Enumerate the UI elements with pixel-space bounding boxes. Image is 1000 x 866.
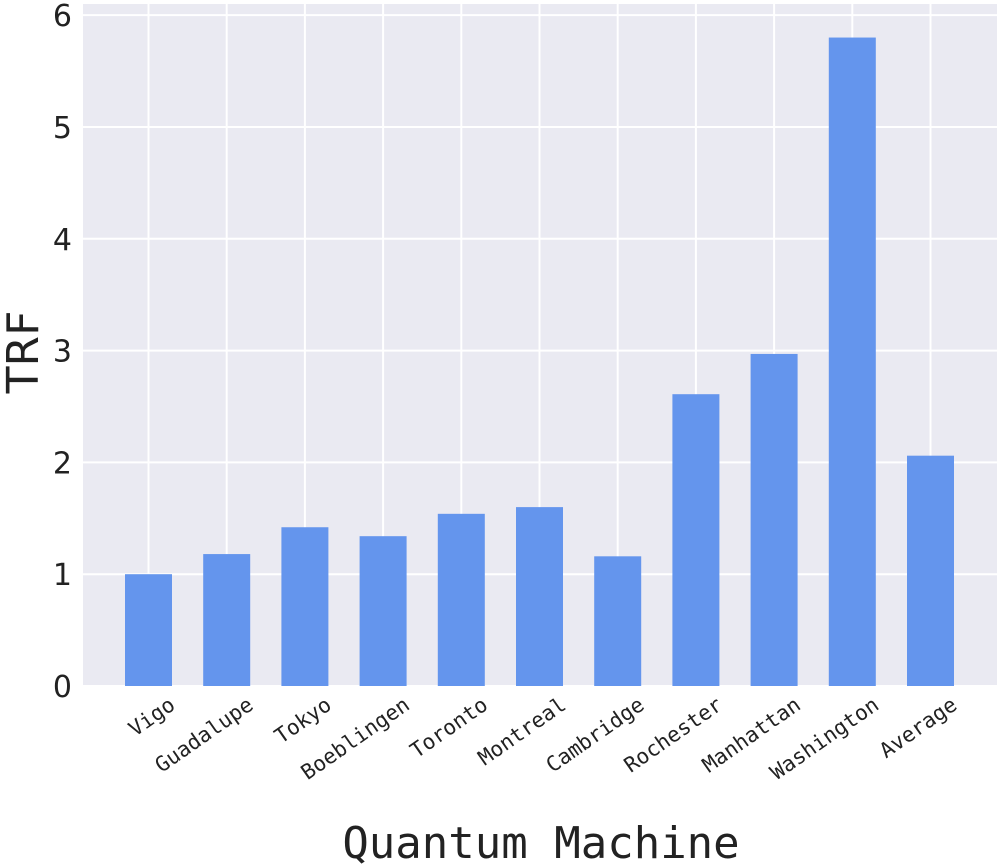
bar-guadalupe [203, 554, 251, 686]
bar-montreal [516, 507, 563, 686]
bar-average [907, 455, 954, 686]
y-tick-label: 5 [53, 111, 72, 146]
y-axis-title: TRF [0, 311, 49, 395]
bar-toronto [437, 513, 485, 686]
x-axis-title: Quantum Machine [342, 818, 739, 866]
y-tick-label: 1 [53, 558, 72, 593]
bar-rochester [672, 394, 720, 686]
x-tick-label: Average [875, 692, 961, 762]
y-tick-label: 4 [53, 223, 72, 258]
y-tick-label: 3 [53, 335, 72, 370]
bar-cambridge [594, 556, 642, 686]
bars [125, 37, 954, 686]
bar-vigo [125, 574, 172, 686]
x-tick-label: Tokyo [270, 692, 336, 748]
bar-boeblingen [359, 536, 407, 686]
y-tick-label: 0 [53, 670, 72, 705]
bar-manhattan [750, 353, 798, 686]
y-tick-labels: 0 1 2 3 4 5 6 [53, 0, 72, 705]
bar-washington [828, 37, 876, 686]
y-tick-label: 2 [53, 446, 72, 481]
x-tick-label: Vigo [124, 692, 179, 741]
bar-tokyo [281, 527, 329, 686]
y-tick-label: 6 [53, 0, 72, 34]
